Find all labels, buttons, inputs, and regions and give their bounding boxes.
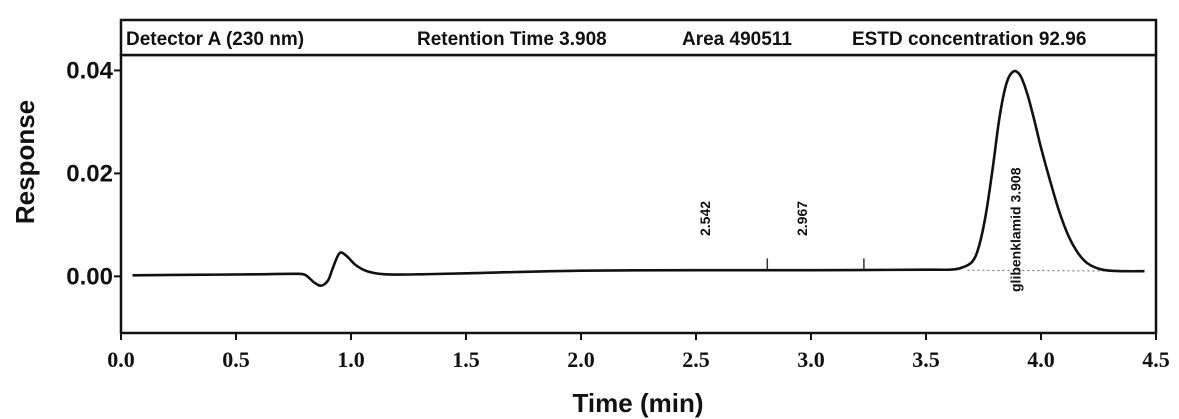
- header-box: [119, 18, 1158, 57]
- x-tick-label: 2.5: [682, 347, 710, 372]
- plot-frame: [119, 53, 1158, 335]
- x-tick-label: 3.5: [912, 347, 940, 372]
- y-axis: 0.04 0.02 0.00: [66, 57, 121, 290]
- header-detector: Detector A (230 nm): [126, 29, 304, 50]
- y-tick-label: 0.00: [66, 263, 113, 290]
- y-tick-label: 0.02: [66, 160, 113, 187]
- x-axis-title: Time (min): [573, 388, 704, 418]
- peak-label: 2.967: [794, 201, 810, 236]
- peak-label: glibenklamid 3.908: [1008, 167, 1024, 292]
- x-tick-label: 4.0: [1027, 347, 1055, 372]
- peak-labels: 2.542 2.967 glibenklamid 3.908: [697, 167, 1024, 292]
- x-tick-label: 1.0: [337, 347, 365, 372]
- y-tick-label: 0.04: [66, 57, 113, 84]
- baseline-spikes: [766, 258, 865, 271]
- x-tick-label: 0.0: [107, 347, 135, 372]
- x-tick-label: 2.0: [567, 347, 595, 372]
- x-tick-label: 1.5: [452, 347, 480, 372]
- x-tick-label: 0.5: [222, 347, 250, 372]
- header-area: Area 490511: [682, 29, 792, 50]
- header-retention-time: Retention Time 3.908: [417, 29, 607, 50]
- x-tick-label: 4.5: [1142, 347, 1170, 372]
- x-axis: 0.0 0.5 1.0 1.5 2.0 2.5 3.0 3.5 4.0 4.5: [107, 333, 1170, 372]
- x-tick-label: 3.0: [797, 347, 825, 372]
- series-line-signal: [132, 69, 1145, 287]
- header-estd-concentration: ESTD concentration 92.96: [852, 29, 1086, 50]
- y-axis-title: Response: [10, 100, 40, 224]
- peak-label: 2.542: [697, 201, 713, 236]
